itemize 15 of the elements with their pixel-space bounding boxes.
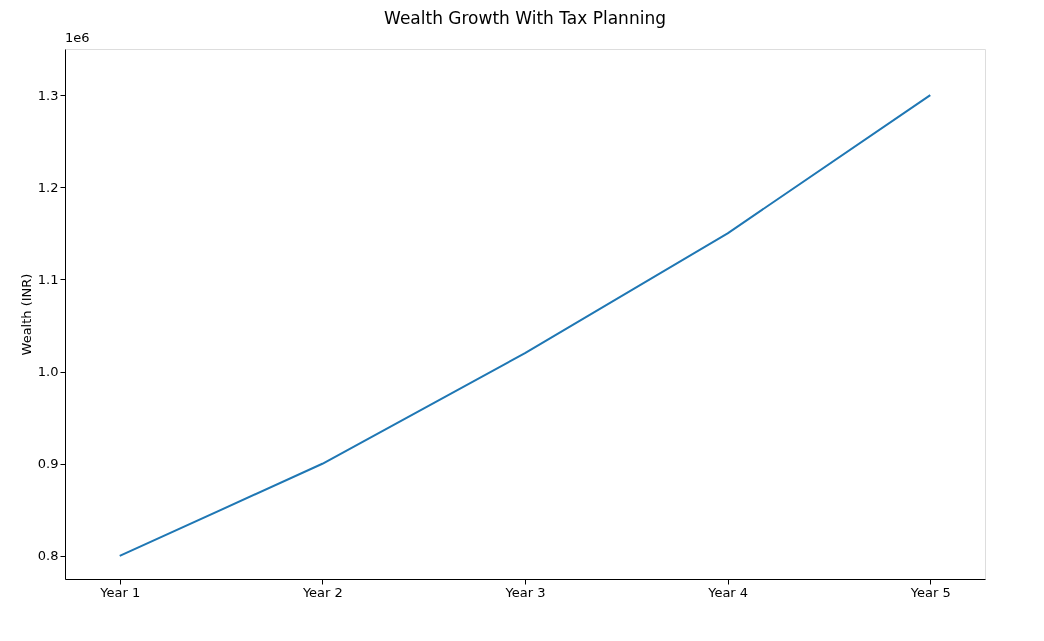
y-tick-label: 0.9 [37,456,59,472]
chart-title: Wealth Growth With Tax Planning [384,8,666,28]
text: 1e6 [65,30,90,45]
x-tick-label: Year 2 [301,584,343,600]
y-tick-label: 0.8 [37,548,59,564]
y-axis-title: Wealth (INR) [18,273,34,356]
x-tick-label: Year 5 [909,584,951,600]
y-tick-label: 1.3 [37,87,59,103]
y-tick-label: 1.0 [37,364,59,380]
x-tick-label: Year 3 [504,584,546,600]
y-tick-label: 1.1 [37,271,59,287]
x-tick-label: Year 4 [707,584,749,600]
line-series [118,94,932,557]
x-tick-label: Year 1 [99,584,141,600]
y-tick-label: 1.2 [37,179,59,195]
